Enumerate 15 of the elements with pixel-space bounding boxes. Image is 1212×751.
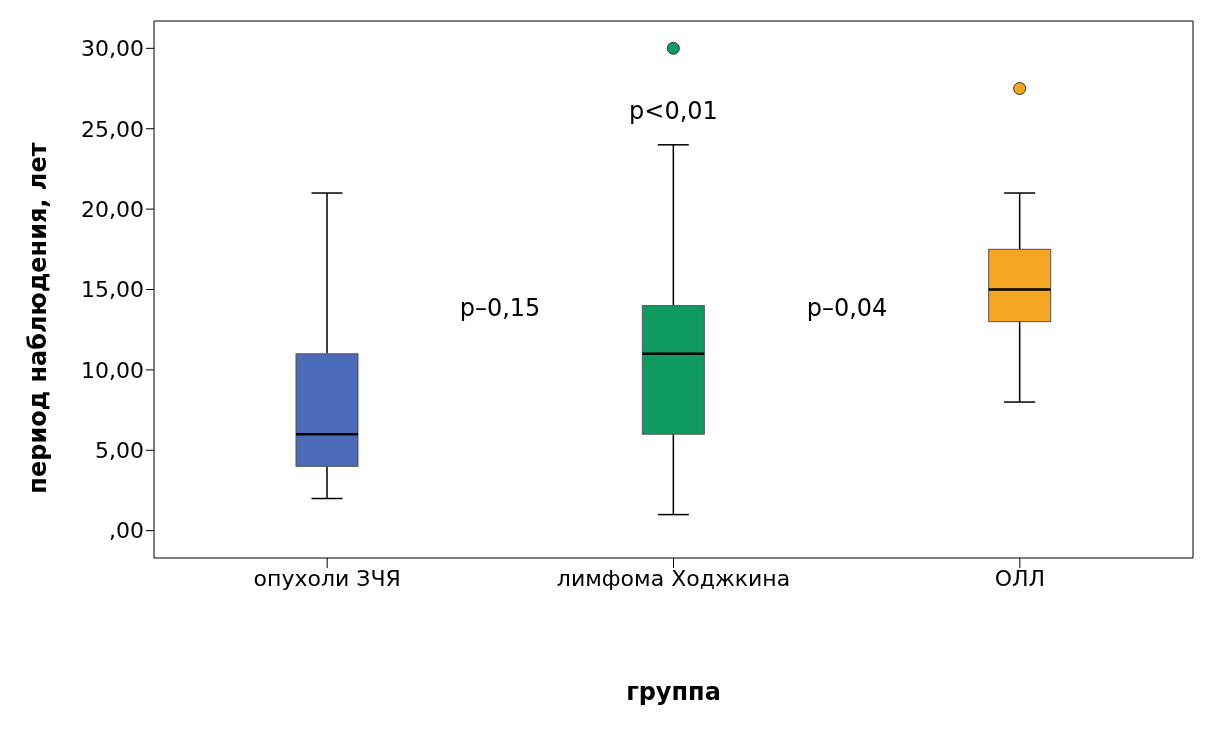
y-tick-label: ,00 [109,518,144,544]
annotation: p<0,01 [628,97,719,126]
x-axis-title: группа [625,678,722,706]
annotation: p–0,15 [458,294,542,323]
y-axis-title: период наблюдения, лет [24,141,52,496]
y-tick-label: 20,00 [81,196,144,222]
y-tick-label: 15,00 [81,277,144,303]
y-tick-label: 5,00 [95,438,144,464]
y-tick-label: 25,00 [81,116,144,142]
x-tick-label: опухоли ЗЧЯ [253,565,401,591]
x-tick-label: лимфома Ходжкина [556,565,791,591]
y-tick-label: 30,00 [81,36,144,62]
y-tick-label: 10,00 [81,357,144,383]
annotation: p–0,04 [805,294,889,323]
x-tick-label: ОЛЛ [994,565,1046,591]
